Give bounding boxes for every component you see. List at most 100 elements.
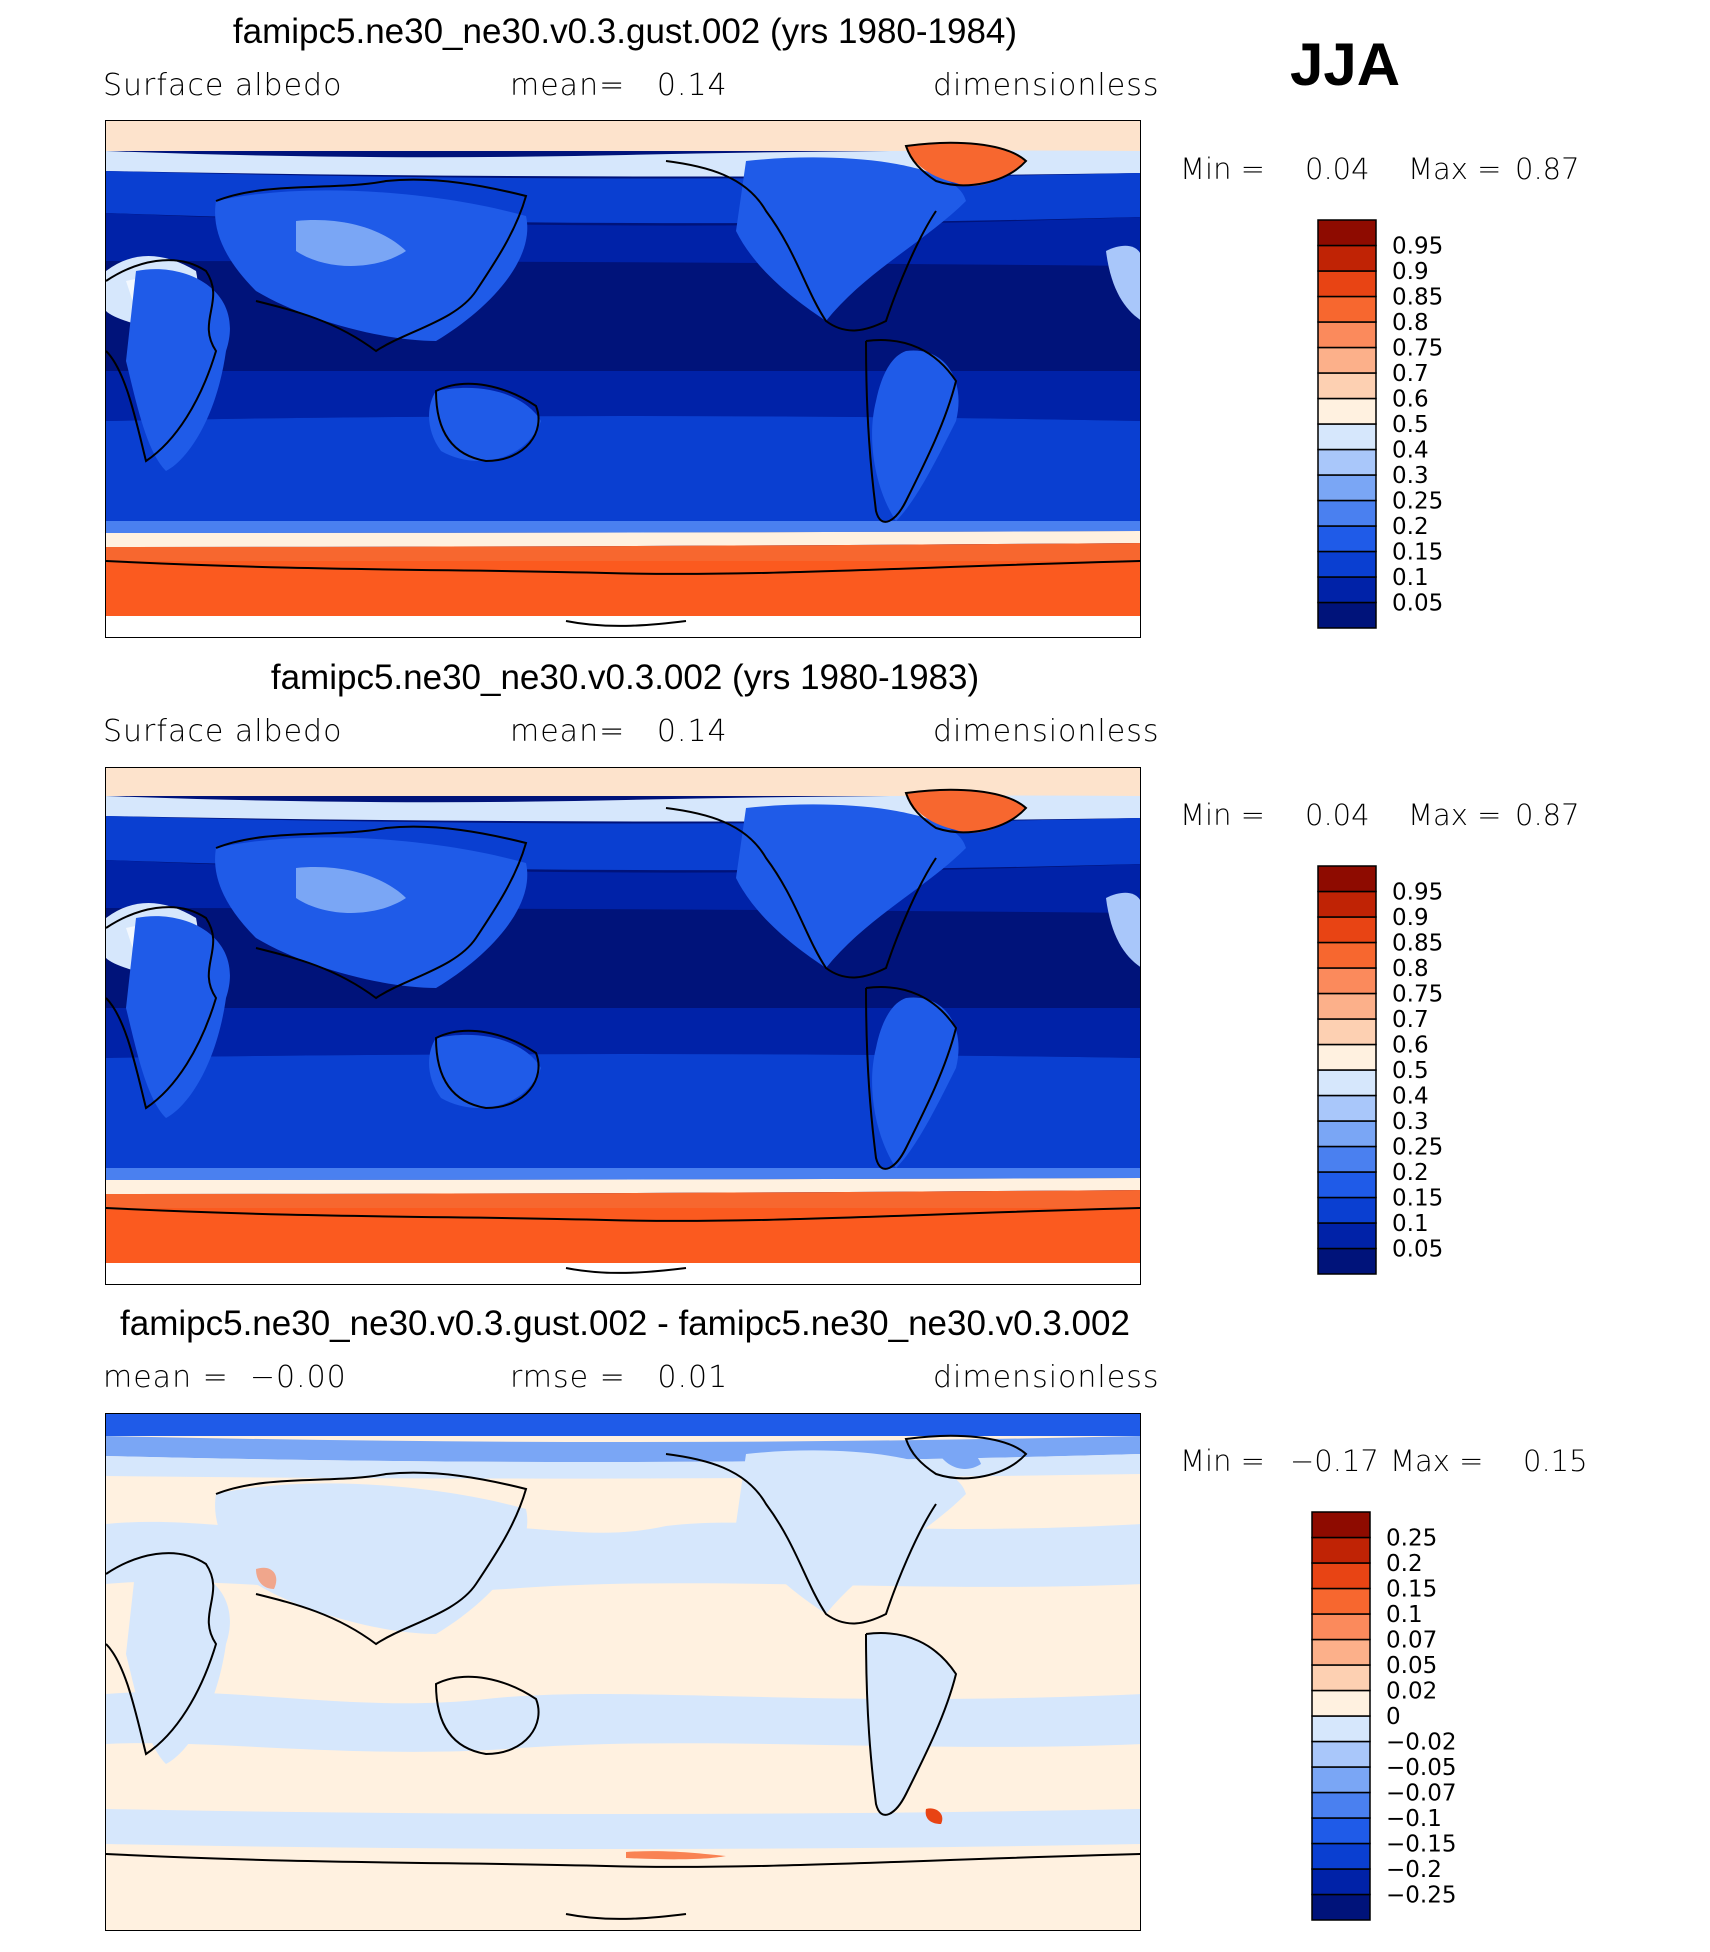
colorbar-tick-label: 0.7	[1392, 361, 1429, 387]
colorbar-segment	[1317, 1018, 1377, 1046]
panel-1-variable-label: Surface albedo	[103, 68, 343, 103]
panel-2-title: famipc5.ne30_ne30.v0.3.002 (yrs 1980-198…	[270, 658, 980, 697]
colorbar-segment	[1311, 1511, 1371, 1539]
panel-3-units-label: dimensionless	[933, 1360, 1160, 1395]
colorbar-tick-label: 0.25	[1392, 1135, 1443, 1161]
colorbar-tick-label: −0.1	[1386, 1806, 1442, 1832]
panel-3-mean-label: mean = −0.00	[103, 1360, 347, 1395]
colorbar-segment	[1317, 499, 1377, 527]
colorbar-segment	[1317, 865, 1377, 893]
colorbar-segment	[1317, 372, 1377, 400]
colorbar-segment	[1317, 1043, 1377, 1071]
colorbar-tick-label: 0.1	[1392, 565, 1429, 591]
season-label: JJA	[1290, 31, 1401, 98]
panel-3-max-label: Max =	[1390, 1444, 1484, 1478]
panel-2-colorbar: 0.05 0.1 0.15 0.2 0.25 0.3 0.4 0.5 0.6 0.7 0.75 0.8…	[1317, 865, 1518, 1278]
panel-3-title: famipc5.ne30_ne30.v0.3.gust.002 - famipc…	[120, 1304, 1130, 1343]
colorbar-tick-label: 0.3	[1392, 1109, 1429, 1135]
colorbar-tick-label: 0.05	[1386, 1653, 1437, 1679]
panel-3-max-value: 0.15	[1523, 1444, 1588, 1478]
colorbar-tick-label: 0.2	[1386, 1551, 1423, 1577]
colorbar-segment	[1317, 346, 1377, 374]
panel-3-min-label: Min =	[1180, 1444, 1265, 1478]
colorbar-tick-label: 0.05	[1392, 591, 1443, 617]
colorbar-segment	[1311, 1715, 1371, 1743]
colorbar-tick-label: 0.95	[1392, 234, 1443, 260]
colorbar-segment	[1311, 1638, 1371, 1666]
colorbar-segment	[1317, 1145, 1377, 1173]
colorbar-tick-label: 0.9	[1392, 905, 1429, 931]
colorbar-segment	[1317, 576, 1377, 604]
colorbar-tick-label: 0.1	[1386, 1602, 1423, 1628]
colorbar-tick-label: −0.2	[1386, 1857, 1442, 1883]
colorbar-segment	[1317, 525, 1377, 553]
panel-2-min-value: 0.04	[1305, 798, 1370, 832]
panel-2-min-label: Min =	[1180, 798, 1265, 832]
colorbar-tick-label: 0.5	[1392, 412, 1429, 438]
colorbar-segment	[1317, 423, 1377, 451]
panel-2-max-value: 0.87	[1515, 798, 1580, 832]
colorbar-tick-label: 0.15	[1392, 1186, 1443, 1212]
panel-1-max-value: 0.87	[1515, 152, 1580, 186]
panel-3-min-value: −0.17	[1290, 1444, 1379, 1478]
colorbar-tick-label: 0.5	[1392, 1058, 1429, 1084]
colorbar-segment	[1311, 1740, 1371, 1768]
colorbar-segment	[1311, 1536, 1371, 1564]
colorbar-segment	[1311, 1893, 1371, 1921]
panel-1-min-value: 0.04	[1305, 152, 1370, 186]
panel-3-map	[105, 1413, 1141, 1931]
colorbar-tick-label: 0.02	[1386, 1679, 1437, 1705]
colorbar-segment	[1317, 941, 1377, 969]
colorbar-segment	[1317, 1247, 1377, 1275]
colorbar-tick-label: 0.8	[1392, 310, 1429, 336]
colorbar-tick-label: 0.15	[1386, 1577, 1437, 1603]
panel-1-min-label: Min =	[1180, 152, 1265, 186]
colorbar-segment	[1317, 321, 1377, 349]
colorbar-tick-label: 0.1	[1392, 1211, 1429, 1237]
colorbar-tick-label: 0.95	[1392, 880, 1443, 906]
colorbar-segment	[1311, 1868, 1371, 1896]
colorbar-segment	[1317, 474, 1377, 502]
colorbar-segment	[1317, 992, 1377, 1020]
panel-3-colorbar: −0.25 −0.2 −0.15 −0.1 −0.07 −0.05 −0.02 0 0.02 0.…	[1311, 1511, 1512, 1924]
colorbar-segment	[1317, 1222, 1377, 1250]
panel-1-colorbar: 0.05 0.1 0.15 0.2 0.25 0.3 0.4 0.5 0.6 0.7 0.75 0.8…	[1317, 219, 1518, 632]
panel-2-map	[105, 767, 1141, 1285]
panel-1-max-label: Max =	[1408, 152, 1502, 186]
colorbar-tick-label: −0.25	[1386, 1883, 1456, 1909]
colorbar-segment	[1317, 397, 1377, 425]
colorbar-tick-label: 0.7	[1392, 1007, 1429, 1033]
colorbar-segment	[1317, 448, 1377, 476]
colorbar-segment	[1311, 1842, 1371, 1870]
colorbar-tick-label: 0	[1386, 1704, 1401, 1730]
colorbar-tick-label: 0.05	[1392, 1237, 1443, 1263]
colorbar-segment	[1317, 295, 1377, 323]
colorbar-tick-label: 0.07	[1386, 1628, 1437, 1654]
colorbar-segment	[1317, 1120, 1377, 1148]
colorbar-tick-label: −0.15	[1386, 1832, 1456, 1858]
colorbar-tick-label: 0.9	[1392, 259, 1429, 285]
colorbar-tick-label: 0.6	[1392, 1033, 1429, 1059]
colorbar-tick-label: 0.2	[1392, 514, 1429, 540]
colorbar-tick-label: −0.07	[1386, 1781, 1456, 1807]
colorbar-segment	[1311, 1562, 1371, 1590]
panel-2-max-label: Max =	[1408, 798, 1502, 832]
colorbar-segment	[1317, 244, 1377, 272]
colorbar-segment	[1317, 890, 1377, 918]
colorbar-segment	[1317, 270, 1377, 298]
colorbar-tick-label: 0.15	[1392, 540, 1443, 566]
colorbar-segment	[1317, 1196, 1377, 1224]
colorbar-tick-label: 0.3	[1392, 463, 1429, 489]
colorbar-segment	[1317, 219, 1377, 247]
colorbar-tick-label: 0.4	[1392, 1084, 1429, 1110]
panel-1-title: famipc5.ne30_ne30.v0.3.gust.002 (yrs 198…	[232, 12, 1018, 51]
colorbar-tick-label: 0.4	[1392, 438, 1429, 464]
panel-1-units-label: dimensionless	[933, 68, 1160, 103]
colorbar-segment	[1311, 1817, 1371, 1845]
colorbar-segment	[1311, 1664, 1371, 1692]
colorbar-segment	[1311, 1791, 1371, 1819]
colorbar-tick-label: 0.25	[1386, 1526, 1437, 1552]
colorbar-tick-label: 0.85	[1392, 931, 1443, 957]
colorbar-tick-label: −0.05	[1386, 1755, 1456, 1781]
colorbar-segment	[1317, 601, 1377, 629]
